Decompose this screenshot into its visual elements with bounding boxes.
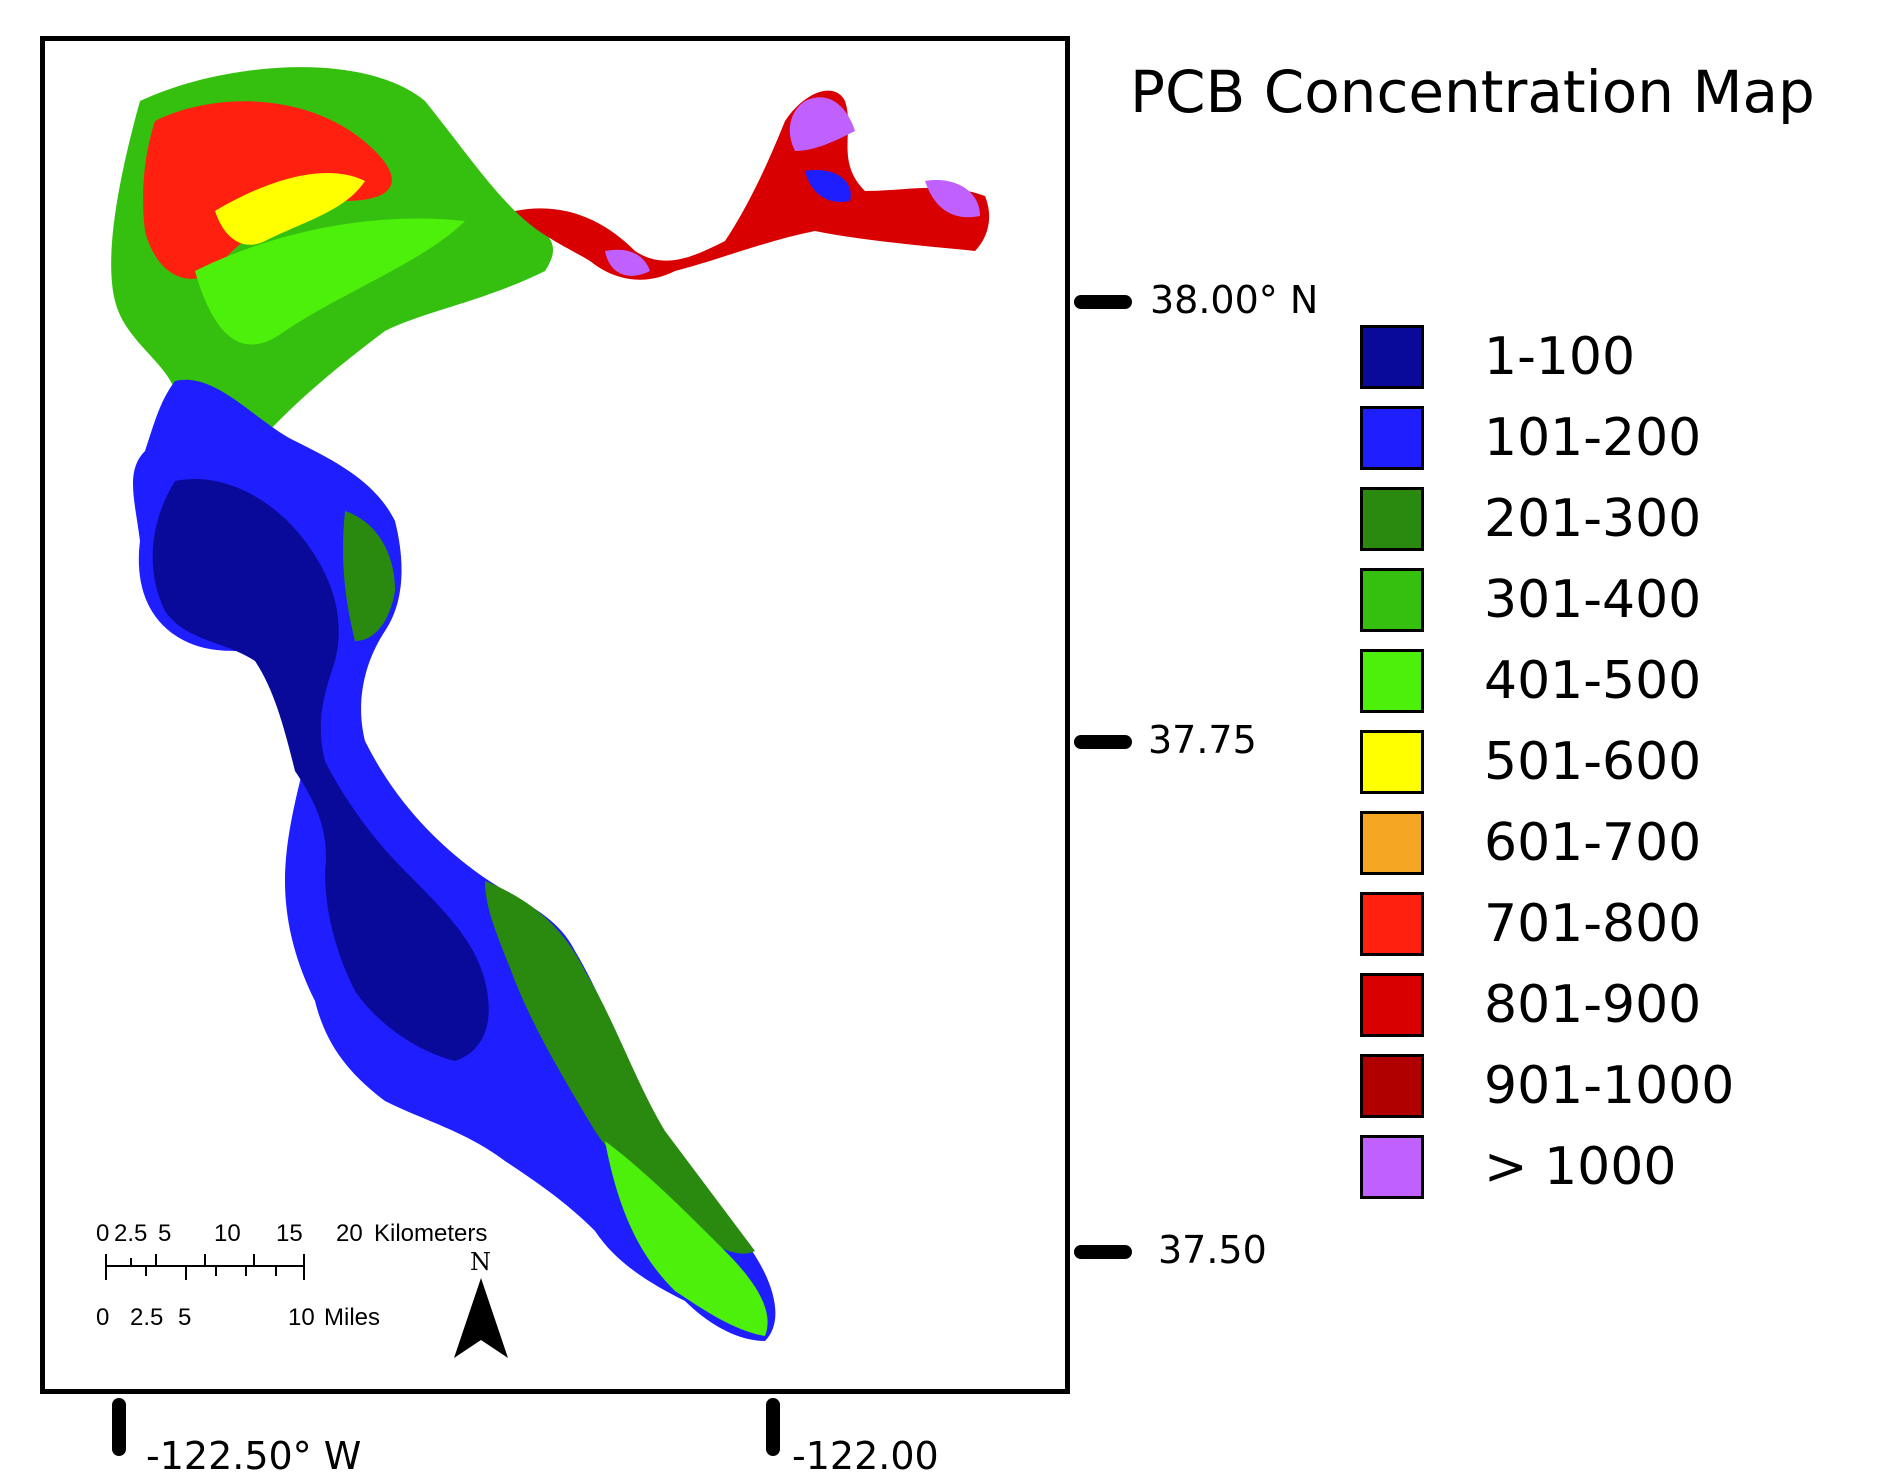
legend-label: 1-100	[1484, 327, 1636, 387]
km-tick-20: 20	[336, 1220, 363, 1247]
legend-item: 601-700	[1360, 811, 1780, 877]
latitude-tick-38	[1074, 295, 1132, 309]
southeast-lightgreen-zone	[605, 1141, 768, 1336]
mile-tick-5: 5	[178, 1304, 192, 1331]
legend-item: 1-100	[1360, 325, 1780, 391]
suisun-purple-zone	[789, 97, 855, 151]
legend-label: 401-500	[1484, 651, 1702, 711]
km-tick-0: 0	[96, 1220, 110, 1247]
bay-concentration-map	[111, 67, 990, 1341]
legend-label: 801-900	[1484, 975, 1702, 1035]
legend-swatch	[1360, 406, 1424, 470]
north-arrow: N	[446, 1248, 516, 1368]
legend-label: 301-400	[1484, 570, 1702, 630]
legend-item: 201-300	[1360, 487, 1780, 553]
mile-tick-10: 10	[288, 1304, 315, 1331]
legend-swatch	[1360, 487, 1424, 551]
east-shore-green-zone	[485, 881, 755, 1254]
km-unit: Kilometers	[374, 1220, 488, 1247]
legend-item: 101-200	[1360, 406, 1780, 472]
north-label: N	[470, 1248, 491, 1276]
map-frame	[40, 36, 1070, 1394]
mile-tick-2-5: 2.5	[130, 1304, 164, 1331]
legend-swatch	[1360, 892, 1424, 956]
north-bay-yellow-zone	[215, 172, 365, 245]
legend-swatch	[1360, 325, 1424, 389]
north-bay-lightgreen-zone	[195, 218, 465, 345]
legend-item: > 1000	[1360, 1135, 1780, 1201]
scale-bar: 0 2.5 5 10 15 20 Kilometers 0 2.5 5 10 M…	[92, 1208, 512, 1331]
central-east-green-zone	[343, 511, 395, 641]
longitude-label-12250: -122.50° W	[146, 1434, 362, 1478]
north-arrow-icon	[454, 1278, 508, 1358]
scale-bar-line	[105, 1254, 305, 1280]
suisun-purple-east	[925, 180, 980, 218]
legend-label: 101-200	[1484, 408, 1702, 468]
legend-item: 501-600	[1360, 730, 1780, 796]
legend-label: 701-800	[1484, 894, 1702, 954]
legend-item: 301-400	[1360, 568, 1780, 634]
longitude-label-12200: -122.00	[792, 1434, 939, 1478]
longitude-tick-12200	[766, 1398, 780, 1456]
latitude-tick-3775	[1074, 735, 1132, 749]
legend-item: 701-800	[1360, 892, 1780, 958]
km-tick-5: 5	[158, 1220, 172, 1247]
mile-tick-0: 0	[96, 1304, 110, 1331]
latitude-label-3750: 37.50	[1158, 1228, 1267, 1272]
map-title: PCB Concentration Map	[1130, 58, 1815, 126]
legend-item: 401-500	[1360, 649, 1780, 715]
longitude-tick-12250	[112, 1398, 126, 1456]
km-tick-15: 15	[276, 1220, 303, 1247]
strait-purple-pocket	[605, 249, 650, 276]
latitude-label-38: 38.00° N	[1150, 278, 1319, 322]
legend-item: 801-900	[1360, 973, 1780, 1039]
km-tick-2-5: 2.5	[114, 1220, 148, 1247]
legend-swatch	[1360, 1054, 1424, 1118]
legend-swatch	[1360, 811, 1424, 875]
legend-swatch	[1360, 1135, 1424, 1199]
mile-unit: Miles	[324, 1304, 381, 1331]
latitude-tick-3750	[1074, 1245, 1132, 1259]
km-tick-10: 10	[214, 1220, 241, 1247]
latitude-label-3775: 37.75	[1148, 718, 1257, 762]
legend-label: 601-700	[1484, 813, 1702, 873]
legend-label: 201-300	[1484, 489, 1702, 549]
suisun-blue-pocket	[805, 170, 851, 202]
legend-swatch	[1360, 973, 1424, 1037]
legend-swatch	[1360, 568, 1424, 632]
legend-swatch	[1360, 730, 1424, 794]
legend-item: 901-1000	[1360, 1054, 1780, 1120]
central-bay-dark-zone	[152, 479, 489, 1061]
legend-swatch	[1360, 649, 1424, 713]
legend-label: 501-600	[1484, 732, 1702, 792]
strait-region	[515, 90, 990, 280]
legend-label: 901-1000	[1484, 1056, 1735, 1116]
legend-label: > 1000	[1484, 1137, 1677, 1197]
